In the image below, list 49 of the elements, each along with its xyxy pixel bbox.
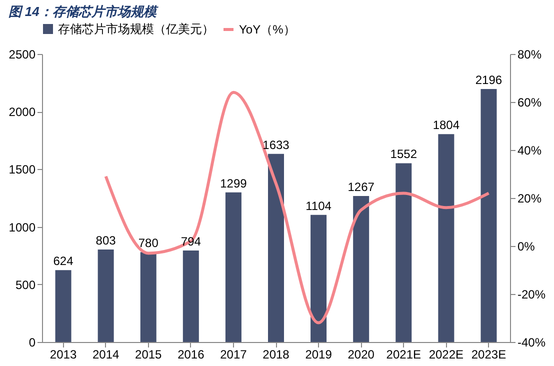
bar bbox=[55, 270, 72, 342]
y2-tick-label: 80% bbox=[518, 48, 542, 62]
legend-label: 存储芯片市场规模（亿美元） bbox=[58, 22, 214, 36]
bar bbox=[310, 214, 327, 342]
y2-tick-label: 40% bbox=[518, 144, 542, 158]
x-tick-label: 2016 bbox=[178, 348, 205, 362]
y2-tick-label: -20% bbox=[518, 288, 546, 302]
y-tick-label: 1000 bbox=[8, 220, 36, 234]
x-tick-label: 2023E bbox=[471, 348, 506, 362]
bar bbox=[140, 252, 156, 342]
y-tick-label: 500 bbox=[15, 278, 36, 292]
x-tick-label: 2020 bbox=[348, 348, 375, 362]
y2-tick-label: -40% bbox=[518, 336, 546, 350]
y-tick-label: 1500 bbox=[8, 162, 36, 177]
data-label: 2196 bbox=[475, 73, 502, 88]
x-tick-label: 2017 bbox=[220, 348, 248, 362]
x-tick-label: 2014 bbox=[92, 348, 120, 362]
data-label: 794 bbox=[180, 234, 202, 249]
data-label: 803 bbox=[96, 233, 116, 248]
data-label: 1552 bbox=[390, 147, 418, 162]
y2-tick-label: 0% bbox=[518, 240, 536, 254]
data-label: 1633 bbox=[262, 138, 290, 152]
x-tick-label: 2022E bbox=[428, 348, 464, 362]
y2-tick-label: 60% bbox=[518, 96, 542, 110]
bar bbox=[182, 250, 199, 342]
bar bbox=[480, 89, 497, 342]
x-tick-label: 2013 bbox=[50, 348, 77, 362]
data-label: 1804 bbox=[432, 118, 460, 132]
bar bbox=[438, 134, 454, 342]
y-tick-label: 0 bbox=[28, 336, 36, 350]
x-tick-label: 2019 bbox=[305, 348, 332, 362]
y-tick-label: 2000 bbox=[8, 105, 36, 120]
data-label: 1299 bbox=[220, 176, 248, 190]
chart-title: 图 14：存储芯片市场规模 bbox=[8, 4, 158, 19]
y2-tick-label: 20% bbox=[518, 192, 542, 206]
legend-label: YoY（%） bbox=[239, 22, 296, 36]
data-label: 1267 bbox=[348, 180, 375, 194]
data-label: 624 bbox=[53, 254, 74, 268]
bar bbox=[396, 163, 412, 342]
data-label: 1104 bbox=[306, 198, 332, 213]
y-tick-label: 2500 bbox=[8, 48, 36, 62]
bar bbox=[353, 196, 370, 342]
bar bbox=[98, 249, 114, 342]
x-tick-label: 2018 bbox=[262, 348, 290, 362]
bar bbox=[225, 192, 242, 342]
bar bbox=[268, 154, 284, 342]
x-tick-label: 2021E bbox=[386, 348, 421, 362]
x-tick-label: 2015 bbox=[135, 348, 162, 362]
data-label: 780 bbox=[138, 236, 159, 250]
